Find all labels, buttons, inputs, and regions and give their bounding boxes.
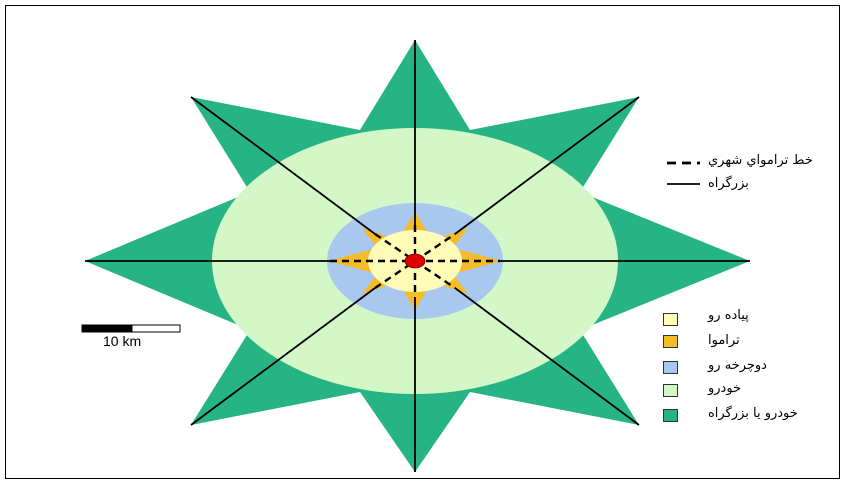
scale-bar-white-segment bbox=[131, 324, 181, 333]
legend-label-tram: ترامو‌ا bbox=[708, 333, 740, 348]
legend-label-bike: دوچرخه رو bbox=[708, 358, 767, 373]
legend-swatch-tram bbox=[663, 335, 678, 348]
legend-tram-line-label: خط ترامواي شهري bbox=[708, 153, 813, 168]
scale-bar-label: 10 km bbox=[103, 333, 142, 349]
highway-spoke-sw bbox=[190, 287, 376, 426]
legend-label-walking: پياده رو bbox=[708, 308, 749, 323]
highway-spoke-ne bbox=[454, 96, 640, 235]
legend-label-car-or-highway: خودرو يا بزرگراه bbox=[708, 406, 798, 421]
city-center-marker bbox=[404, 253, 426, 269]
legend-label-car: خودرو bbox=[708, 381, 742, 396]
scale-bar-black-segment bbox=[81, 324, 133, 333]
legend-swatch-walking bbox=[663, 313, 678, 326]
highway-spokes bbox=[85, 40, 750, 472]
legend-swatch-car bbox=[663, 384, 678, 397]
legend-swatch-car-or-highway bbox=[663, 409, 678, 422]
legend-swatch-bike bbox=[663, 361, 678, 374]
highway-spoke-se bbox=[454, 287, 640, 426]
legend-highway-label: بزرگراه bbox=[708, 176, 749, 191]
highway-spoke-nw bbox=[190, 96, 376, 235]
frame-border bbox=[5, 5, 840, 479]
